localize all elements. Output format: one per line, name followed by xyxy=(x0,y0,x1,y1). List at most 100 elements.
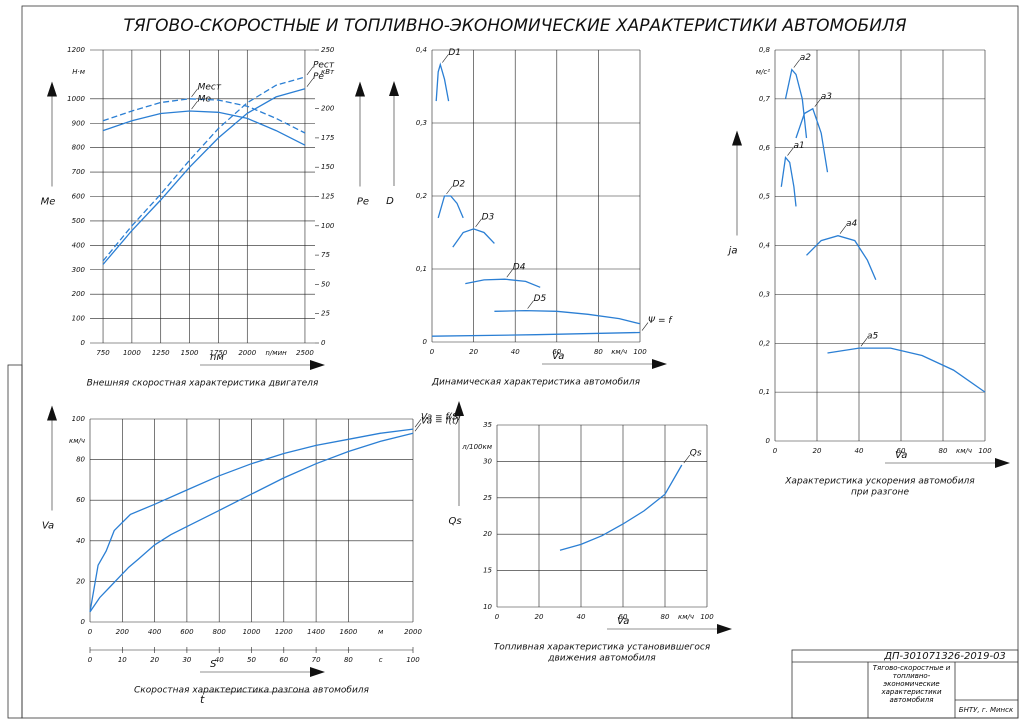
chart-caption: Характеристика ускорения автомобиля xyxy=(784,477,975,487)
x-tick-label: 0 xyxy=(495,613,500,621)
x-tick-label: 40 xyxy=(855,447,864,455)
y-tick-label: 10 xyxy=(483,603,492,611)
y-tick-label: 100 xyxy=(72,415,86,423)
y-tick-label: 400 xyxy=(72,241,86,249)
x2-tick-label: 20 xyxy=(150,656,159,664)
y2-tick-label: 0 xyxy=(321,339,326,347)
chart-caption: движения автомобиля xyxy=(547,654,656,664)
x-tick-label: 2000 xyxy=(404,628,422,636)
x-unit: м xyxy=(378,628,384,636)
y-axis-label: D xyxy=(386,196,394,207)
y-tick-label: 1000 xyxy=(67,95,85,103)
x-unit: n/мин xyxy=(266,349,288,357)
y-tick-label: 35 xyxy=(483,421,492,429)
x-axis-label: Va xyxy=(617,616,629,627)
series-label: Meст xyxy=(198,82,222,92)
series-label: a1 xyxy=(794,141,805,151)
series-label: D5 xyxy=(534,294,547,304)
leader xyxy=(814,98,822,107)
leader xyxy=(446,185,453,195)
y-tick-label: 0,4 xyxy=(759,242,770,250)
y2-tick-label: 200 xyxy=(321,105,335,113)
y-tick-label: 200 xyxy=(72,290,86,298)
y2-tick-label: 150 xyxy=(321,163,335,171)
x-tick-label: 100 xyxy=(700,613,714,621)
x2-tick-label: 40 xyxy=(215,656,224,664)
series-line xyxy=(827,347,986,393)
x2-tick-label: 30 xyxy=(182,656,191,664)
leader xyxy=(787,147,794,156)
sheet-title: ТЯГОВО-СКОРОСТНЫЕ И ТОПЛИВНО-ЭКОНОМИЧЕСК… xyxy=(123,16,906,36)
leader xyxy=(306,78,314,87)
y-arrow-head xyxy=(47,405,57,421)
y-tick-label: 0,4 xyxy=(416,46,427,54)
x-arrow-head xyxy=(310,360,325,370)
y-tick-label: 0,7 xyxy=(759,95,771,103)
y-tick-label: 500 xyxy=(72,217,86,225)
y-tick-label: 25 xyxy=(483,494,492,502)
y-tick-label: 0 xyxy=(81,618,86,626)
series-line xyxy=(102,98,306,134)
series-line xyxy=(806,235,877,280)
leader xyxy=(860,337,868,347)
y2-arrow-head xyxy=(355,81,365,97)
series-line xyxy=(795,107,829,173)
stamp-code: ДП-301071326-2019-03 xyxy=(883,651,1006,662)
series-line xyxy=(102,76,306,262)
leader xyxy=(191,88,198,98)
leader xyxy=(475,218,482,228)
x-unit: км/ч xyxy=(678,613,694,621)
x-tick-label: 1250 xyxy=(152,349,170,357)
y-unit: Н·м xyxy=(72,68,85,76)
y-tick-label: 0,1 xyxy=(416,265,427,273)
y-tick-label: 100 xyxy=(72,315,86,323)
x-tick-label: 1500 xyxy=(181,349,199,357)
x2-tick-label: 80 xyxy=(344,656,353,664)
x-tick-label: 400 xyxy=(148,628,162,636)
y-tick-label: 60 xyxy=(76,496,85,504)
y2-axis-label: Pe xyxy=(357,197,369,208)
series-line xyxy=(102,88,306,265)
x2-tick-label: 50 xyxy=(247,656,256,664)
y-tick-label: 700 xyxy=(72,168,86,176)
x-unit: км/ч xyxy=(956,447,972,455)
x-tick-label: 80 xyxy=(594,348,603,356)
x-tick-label: 100 xyxy=(633,348,647,356)
x-tick-label: 0 xyxy=(773,447,778,455)
series-label: D2 xyxy=(452,180,465,190)
x-tick-label: 2500 xyxy=(296,349,314,357)
chart-caption: Скоростная характеристика разгона автомо… xyxy=(134,686,370,696)
series-line xyxy=(780,155,797,207)
x-tick-label: 20 xyxy=(535,613,544,621)
x-tick-label: 40 xyxy=(511,348,520,356)
x-tick-label: 0 xyxy=(430,348,435,356)
series-line xyxy=(494,309,641,325)
x-tick-label: 20 xyxy=(813,447,822,455)
y-tick-label: 0,8 xyxy=(759,46,771,54)
x2-tick-label: 100 xyxy=(406,656,420,664)
y-tick-label: 0,2 xyxy=(759,339,771,347)
series-label: a3 xyxy=(821,92,833,102)
y-tick-label: 20 xyxy=(483,530,492,538)
series-line xyxy=(89,428,414,613)
x2-tick-label: 60 xyxy=(279,656,288,664)
y-axis-label: Qs xyxy=(448,516,461,527)
series-line xyxy=(784,68,808,139)
y-axis-label: ja xyxy=(727,246,738,257)
y-tick-label: 40 xyxy=(76,537,85,545)
x-tick-label: 0 xyxy=(88,628,93,636)
x-tick-label: 60 xyxy=(619,613,628,621)
x-axis-label: S xyxy=(210,659,217,670)
frame xyxy=(7,5,1019,719)
series-line xyxy=(465,278,541,288)
y-arrow-head xyxy=(732,130,742,146)
x2-axis-label: t xyxy=(200,693,205,706)
series-label: D3 xyxy=(482,212,495,222)
x-tick-label: 1000 xyxy=(123,349,141,357)
y-tick-label: 0,5 xyxy=(759,193,771,201)
series-label: D1 xyxy=(448,48,461,58)
y-tick-label: 900 xyxy=(72,119,86,127)
y-arrow-head xyxy=(454,401,464,416)
y2-tick-label: 25 xyxy=(321,310,330,318)
